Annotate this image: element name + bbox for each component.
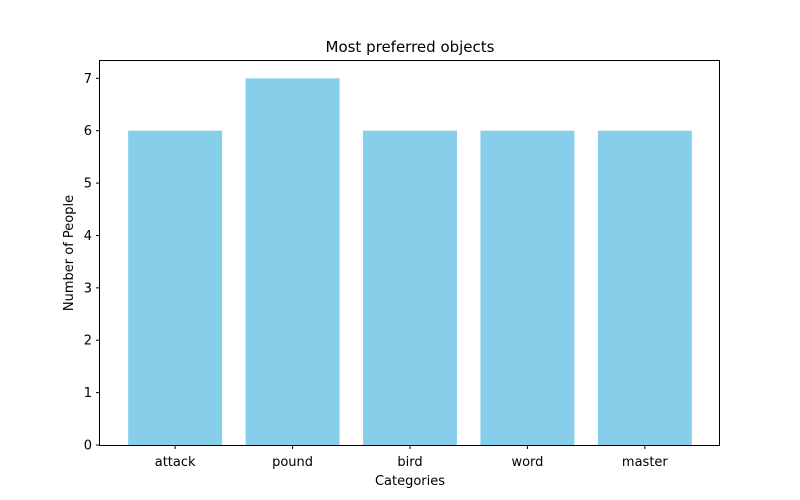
x-tick-label: bird (397, 455, 422, 470)
bar-word (480, 130, 575, 445)
y-axis: 0 1 2 3 4 5 6 7 (84, 72, 100, 454)
bar-attack (128, 130, 223, 445)
y-tick-label: 7 (84, 72, 92, 87)
y-tick-label: 0 (84, 439, 92, 454)
x-axis-title: Categories (375, 474, 445, 489)
y-tick-label: 5 (84, 177, 92, 192)
chart-title: Most preferred objects (326, 38, 495, 56)
y-axis-title: Number of People (62, 195, 77, 311)
x-tick-label: attack (155, 455, 196, 470)
x-axis: attack pound bird word master (155, 445, 668, 470)
y-tick-label: 2 (84, 334, 92, 349)
y-tick-label: 6 (84, 124, 92, 139)
x-tick-label: word (511, 455, 543, 470)
y-tick-label: 3 (84, 281, 92, 296)
bar-master (597, 130, 692, 445)
x-tick-label: pound (272, 455, 313, 470)
bars-layer (128, 78, 692, 445)
y-tick-label: 1 (84, 386, 92, 401)
bar-bird (363, 130, 457, 445)
y-tick-label: 4 (84, 229, 92, 244)
bar-pound (245, 78, 340, 445)
x-tick-label: master (622, 455, 668, 470)
